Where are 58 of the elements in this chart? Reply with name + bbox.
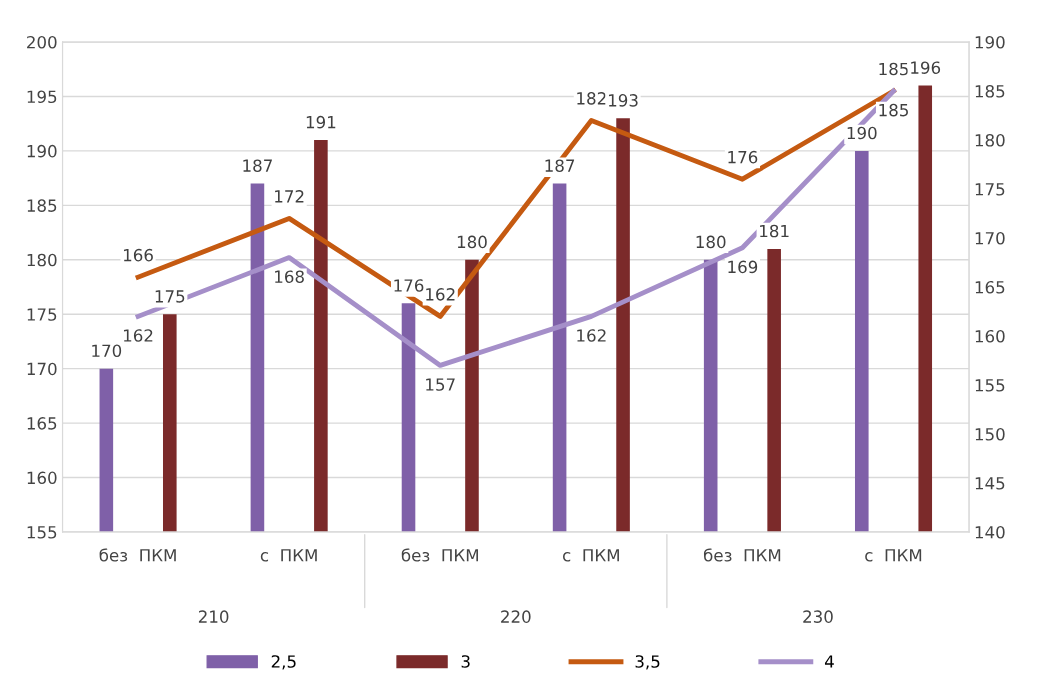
data-label: 172: [275, 190, 304, 203]
y2-tick-label: 160: [975, 329, 1005, 343]
y2-tick-label: 140: [975, 525, 1005, 539]
data-label: 162: [426, 288, 455, 301]
y-tick-label: 175: [27, 308, 57, 321]
x-tick-label: без ПКМ: [703, 548, 781, 562]
y-tick-label: 190: [27, 144, 57, 158]
x-tick-label: без ПКМ: [401, 548, 478, 562]
data-label: 185: [879, 62, 908, 76]
x-tick-label: с ПКМ: [260, 549, 317, 562]
x-tick-label: с ПКМ: [563, 549, 619, 562]
data-label: 162: [123, 329, 153, 342]
data-label: 176: [394, 279, 424, 292]
data-label: 196: [911, 61, 941, 74]
x-tick-label: без ПКМ: [99, 548, 176, 562]
data-label: 191: [306, 115, 336, 129]
text: 210: [198, 610, 229, 623]
y2-tick-label: 175: [975, 183, 1005, 196]
data-label: 187: [243, 159, 272, 172]
data-label: 175: [155, 290, 185, 303]
data-label: 168: [275, 270, 304, 283]
y2-tick-label: 170: [975, 231, 1005, 245]
y-tick-label: 170: [27, 362, 57, 376]
y-tick-label: 185: [27, 199, 57, 212]
text: 220: [501, 610, 531, 623]
data-label: 180: [696, 235, 726, 249]
data-label: 190: [847, 126, 877, 140]
legend-label: 3,5: [635, 655, 660, 670]
y2-tick-label: 165: [975, 280, 1005, 294]
y2-tick-label: 155: [975, 379, 1005, 392]
x-tick-label: с ПКМ: [865, 549, 922, 562]
y2-tick-label: 150: [975, 427, 1005, 441]
data-label: 157: [426, 378, 455, 391]
y-tick-label: 160: [27, 471, 57, 485]
data-label: 169: [728, 260, 758, 274]
y-tick-label: 200: [27, 35, 57, 49]
legend-label: 3: [461, 655, 470, 668]
data-label: 185: [879, 103, 908, 117]
y2-tick-label: 145: [975, 477, 1005, 490]
y2-tick-label: 180: [975, 133, 1005, 147]
data-label: 176: [728, 150, 758, 164]
data-label: 166: [123, 248, 153, 262]
text: 230: [803, 610, 833, 623]
y-tick-label: 165: [27, 417, 57, 430]
data-label: 181: [760, 224, 789, 238]
data-label: 180: [457, 235, 487, 249]
y2-tick-label: 185: [975, 84, 1005, 98]
y-tick-label: 180: [27, 253, 57, 267]
y-tick-label: 155: [27, 526, 57, 539]
data-label: 193: [608, 94, 638, 107]
data-label: 182: [577, 92, 606, 105]
data-label: 170: [92, 344, 122, 358]
legend-label: 2,5: [271, 655, 296, 670]
y2-tick-label: 190: [975, 35, 1005, 49]
data-label: 162: [577, 329, 606, 342]
legend-label: 4: [824, 655, 834, 668]
y-tick-label: 195: [27, 90, 57, 104]
data-label: 187: [545, 159, 575, 172]
